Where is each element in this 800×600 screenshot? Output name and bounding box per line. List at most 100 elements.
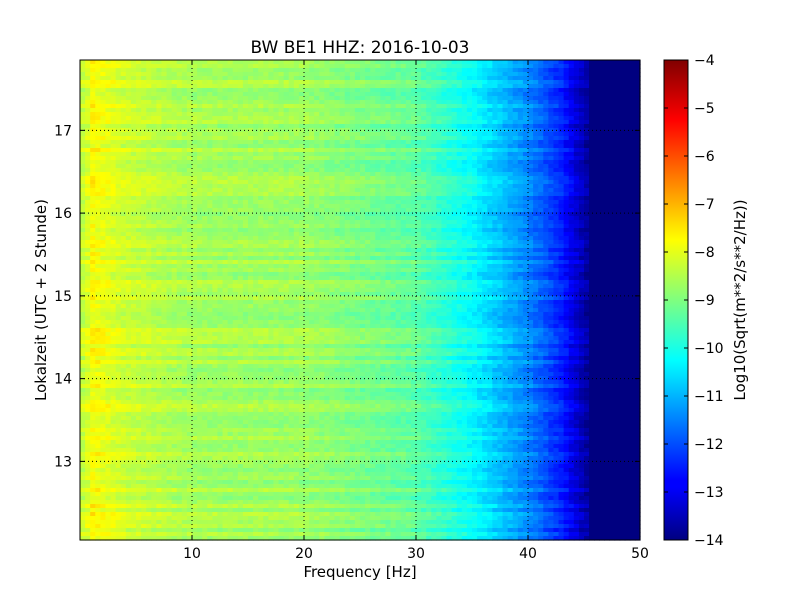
heatmap-cell: [431, 156, 437, 161]
heatmap-cell: [329, 176, 336, 181]
heatmap-cell: [268, 72, 275, 77]
heatmap-cell: [242, 228, 249, 233]
heatmap-cell: [90, 92, 96, 97]
heatmap-cell: [202, 60, 208, 65]
heatmap-cell: [197, 108, 203, 113]
heatmap-cell: [466, 100, 473, 105]
heatmap-cell: [604, 64, 611, 69]
heatmap-cell: [400, 96, 407, 101]
heatmap-cell: [461, 204, 468, 209]
heatmap-cell: [405, 156, 412, 161]
heatmap-cell: [482, 192, 488, 197]
heatmap-cell: [288, 148, 295, 153]
heatmap-cell: [146, 124, 152, 129]
heatmap-cell: [130, 152, 137, 157]
heatmap-cell: [222, 76, 229, 81]
heatmap-cell: [324, 192, 331, 197]
heatmap-cell: [512, 100, 519, 105]
heatmap-cell: [370, 108, 376, 113]
heatmap-cell: [360, 236, 366, 241]
heatmap-cell: [268, 140, 275, 145]
heatmap-cell: [288, 224, 295, 229]
heatmap-cell: [436, 176, 443, 181]
heatmap-cell: [339, 160, 346, 165]
heatmap-cell: [446, 172, 453, 177]
heatmap-cell: [390, 116, 397, 121]
heatmap-cell: [477, 132, 483, 137]
heatmap-cell: [482, 236, 488, 241]
heatmap-cell: [553, 220, 560, 225]
heatmap-cell: [95, 152, 101, 157]
heatmap-cell: [212, 88, 219, 93]
heatmap-cell: [482, 176, 488, 181]
heatmap-cell: [197, 64, 203, 69]
heatmap-cell: [80, 140, 86, 145]
heatmap-cell: [456, 180, 463, 185]
heatmap-cell: [360, 212, 366, 217]
heatmap-cell: [543, 180, 549, 185]
heatmap-cell: [421, 156, 427, 161]
heatmap-cell: [436, 228, 443, 233]
heatmap-cell: [365, 232, 371, 237]
heatmap-cell: [589, 92, 595, 97]
heatmap-cell: [115, 64, 122, 69]
heatmap-cell: [324, 144, 331, 149]
heatmap-cell: [568, 212, 575, 217]
heatmap-cell: [436, 172, 443, 177]
heatmap-cell: [451, 88, 458, 93]
heatmap-cell: [278, 204, 285, 209]
heatmap-cell: [288, 164, 295, 169]
heatmap-cell: [85, 184, 91, 189]
heatmap-cell: [349, 96, 356, 101]
heatmap-cell: [624, 216, 631, 221]
heatmap-cell: [319, 124, 325, 129]
heatmap-cell: [161, 240, 168, 245]
heatmap-cell: [263, 120, 269, 125]
heatmap-cell: [360, 188, 366, 193]
heatmap-cell: [334, 180, 341, 185]
heatmap-cell: [141, 164, 147, 169]
heatmap-cell: [146, 80, 152, 85]
heatmap-cell: [573, 228, 580, 233]
heatmap-cell: [609, 148, 616, 153]
heatmap-cell: [186, 68, 193, 73]
heatmap-cell: [400, 228, 407, 233]
heatmap-cell: [136, 116, 142, 121]
heatmap-cell: [156, 88, 163, 93]
heatmap-cell: [360, 232, 366, 237]
heatmap-cell: [263, 128, 269, 133]
heatmap-cell: [202, 164, 208, 169]
heatmap-cell: [120, 180, 127, 185]
heatmap-cell: [242, 152, 249, 157]
heatmap-cell: [360, 96, 366, 101]
heatmap-cell: [624, 76, 631, 81]
heatmap-cell: [344, 84, 351, 89]
heatmap-cell: [436, 136, 443, 141]
heatmap-cell: [553, 168, 560, 173]
heatmap-cell: [166, 172, 173, 177]
heatmap-cell: [283, 212, 290, 217]
heatmap-cell: [522, 208, 529, 213]
heatmap-cell: [186, 224, 193, 229]
heatmap-cell: [248, 108, 254, 113]
heatmap-cell: [421, 208, 427, 213]
heatmap-cell: [242, 60, 249, 65]
heatmap-cell: [426, 160, 432, 165]
heatmap-cell: [584, 176, 590, 181]
heatmap-cell: [85, 240, 91, 245]
heatmap-cell: [207, 124, 213, 129]
heatmap-cell: [584, 96, 590, 101]
heatmap-cell: [466, 224, 473, 229]
heatmap-cell: [370, 228, 376, 233]
heatmap-cell: [599, 88, 605, 93]
heatmap-cell: [80, 136, 86, 141]
heatmap-cell: [181, 216, 188, 221]
heatmap-cell: [512, 204, 519, 209]
heatmap-cell: [634, 216, 641, 221]
heatmap-cell: [298, 116, 305, 121]
heatmap-cell: [436, 188, 443, 193]
heatmap-cell: [227, 160, 234, 165]
heatmap-cell: [354, 108, 361, 113]
heatmap-cell: [176, 164, 183, 169]
heatmap-cell: [263, 152, 269, 157]
